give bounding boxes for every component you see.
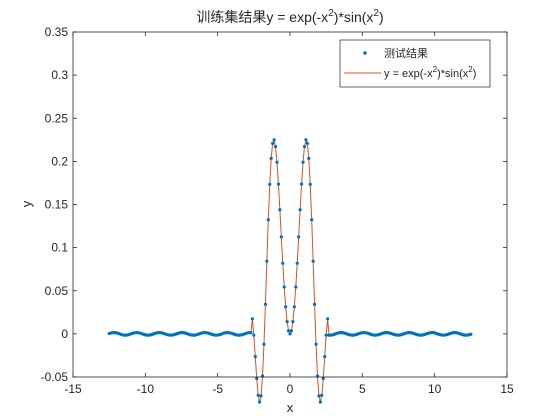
- y-tick-label: 0: [61, 327, 68, 341]
- data-point: [297, 235, 301, 239]
- data-point: [250, 317, 254, 321]
- data-point: [256, 393, 260, 397]
- data-point: [279, 235, 283, 239]
- data-point: [469, 332, 473, 336]
- data-point: [304, 138, 308, 142]
- data-point: [326, 317, 330, 321]
- data-point: [307, 156, 311, 160]
- data-point: [285, 320, 289, 324]
- data-point: [275, 160, 279, 164]
- y-axis-label: y: [19, 200, 34, 207]
- x-tick-label: -15: [64, 382, 82, 396]
- legend-label-formula: y = exp(-x2)*sin(x2): [384, 65, 476, 80]
- chart-title-formula: y = exp(-x: [266, 9, 328, 25]
- data-point: [268, 182, 272, 186]
- data-point: [320, 393, 324, 397]
- legend: 测试结果 y = exp(-x2)*sin(x2): [339, 39, 491, 88]
- legend-label-formula-sup2: 2: [468, 65, 473, 74]
- data-point: [310, 218, 314, 222]
- data-point: [301, 160, 305, 164]
- data-point: [314, 342, 318, 346]
- data-point: [249, 331, 253, 335]
- legend-label-test-result: 测试结果: [384, 47, 428, 60]
- data-point: [263, 302, 268, 306]
- data-point: [312, 302, 317, 306]
- data-point: [311, 259, 315, 263]
- data-point: [291, 320, 295, 324]
- chart-title: 训练集结果y = exp(-x2)*sin(x2): [196, 8, 383, 26]
- data-point: [255, 376, 259, 381]
- data-point: [252, 333, 256, 337]
- legend-label-formula-sup1: 2: [433, 65, 438, 74]
- data-point: [271, 141, 275, 145]
- y-tick-label: 0.3: [51, 68, 68, 82]
- data-point: [305, 141, 309, 145]
- x-tick-label: 0: [287, 382, 294, 396]
- legend-label-formula-a: y = exp(-x: [384, 68, 433, 80]
- x-tick-label: 10: [428, 382, 442, 396]
- data-point: [317, 394, 321, 398]
- data-point: [281, 261, 285, 265]
- data-point: [324, 333, 328, 337]
- x-axis-label: x: [287, 400, 294, 415]
- data-point: [294, 285, 298, 289]
- x-tick-label: 5: [359, 382, 366, 396]
- data-point: [258, 400, 262, 404]
- legend-label-formula-c: ): [473, 68, 477, 80]
- data-point: [266, 218, 270, 222]
- data-point: [299, 182, 304, 186]
- data-point: [272, 138, 276, 142]
- data-point: [321, 376, 325, 381]
- data-point: [253, 355, 257, 359]
- data-point: [286, 329, 291, 333]
- data-point: [276, 182, 281, 186]
- y-tick-label: 0.05: [45, 284, 69, 298]
- data-point: [302, 145, 307, 149]
- y-tick-label: 0.15: [45, 198, 69, 212]
- data-point: [298, 208, 302, 212]
- data-point: [259, 394, 263, 398]
- y-tick-label: 0.2: [51, 154, 68, 168]
- x-tick-label: 15: [500, 382, 514, 396]
- chart-title-sup1: 2: [328, 8, 334, 19]
- data-point: [288, 332, 292, 336]
- y-tick-label: 0.25: [45, 111, 69, 125]
- y-tick-label: 0.1: [51, 241, 68, 255]
- x-tick-label: -10: [137, 382, 155, 396]
- data-layer: [107, 138, 473, 404]
- legend-label-formula-b: )*sin(x: [437, 68, 469, 80]
- ticks: -15 -10 -5 0 5 10 15 -0.05 0 0.05 0.1 0.15 0.2 0.25 0.…: [41, 25, 514, 396]
- data-point: [278, 208, 282, 212]
- data-point: [265, 259, 269, 263]
- data-point: [273, 145, 278, 149]
- chart-title-end: ): [379, 9, 384, 25]
- data-point: [262, 342, 266, 346]
- data-point: [289, 329, 294, 333]
- data-point: [269, 156, 273, 160]
- legend-marker-swatch: [363, 51, 367, 55]
- chart-title-sup2: 2: [373, 8, 379, 19]
- data-point: [284, 305, 288, 309]
- plot-area: [73, 32, 507, 377]
- data-point: [308, 182, 312, 186]
- data-point: [323, 355, 327, 359]
- data-point: [318, 400, 322, 404]
- data-point: [292, 305, 296, 309]
- legend-box: [339, 39, 491, 88]
- data-point: [295, 261, 299, 265]
- chart-title-mid: )*sin(x: [334, 9, 374, 25]
- data-point: [282, 285, 286, 289]
- chart-title-prefix: 训练集结果: [196, 9, 266, 26]
- x-tick-label: -5: [212, 382, 223, 396]
- y-tick-label: -0.05: [41, 370, 69, 384]
- y-tick-label: 0.35: [45, 25, 69, 39]
